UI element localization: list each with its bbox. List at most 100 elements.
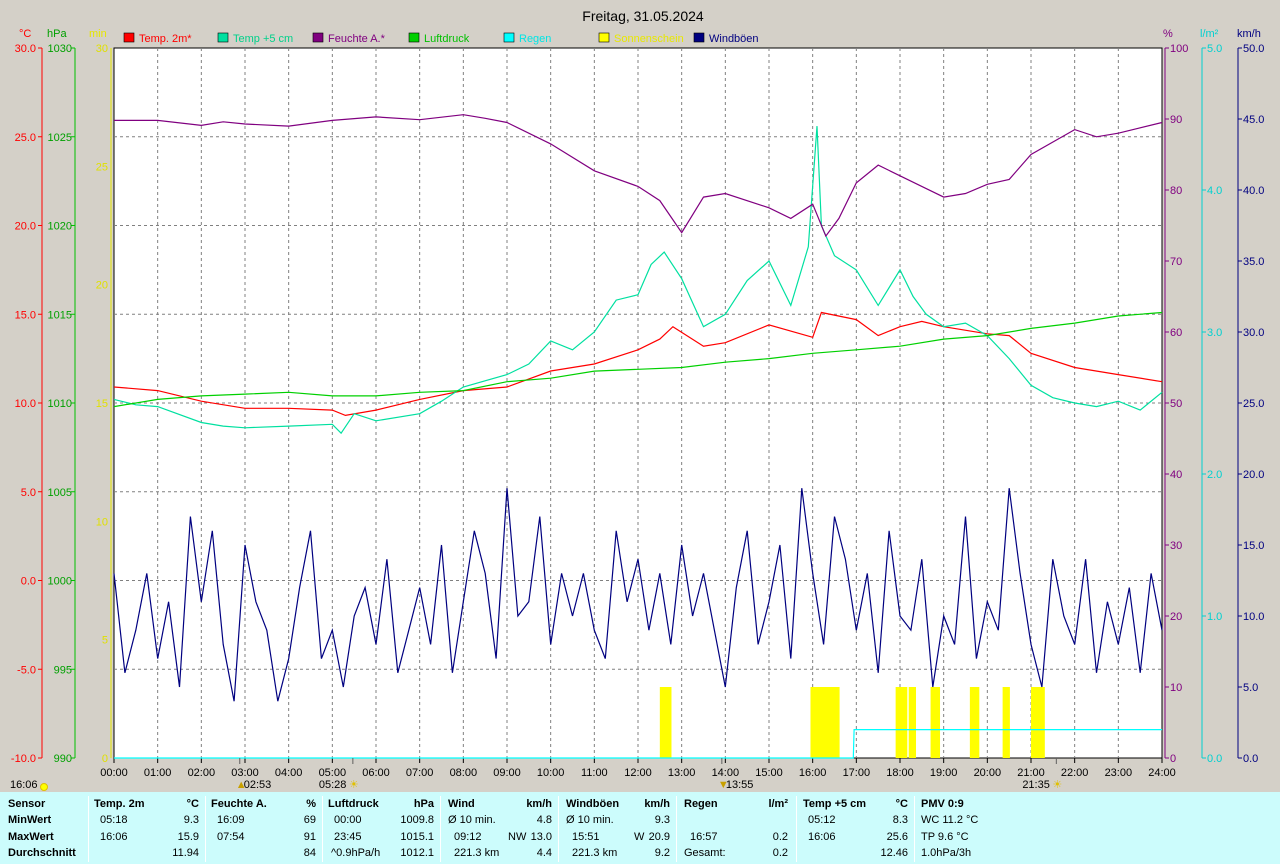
rain-tick-label: 3.0 — [1207, 327, 1222, 339]
x-tick-label: 10:00 — [537, 767, 565, 779]
marker-time-label: 13:55 — [726, 779, 754, 791]
stats-temp5cm-max-time: 16:06 — [808, 831, 836, 843]
stats-col-sensor: Sensor MinWert MaxWert Durchschnitt — [0, 792, 88, 864]
unit-wind: km/h — [1237, 28, 1261, 40]
stats-col-rain: Regen l/m² 16:57 0.2 Gesamt: 0.2 — [676, 792, 796, 864]
stats-rain-unit: l/m² — [768, 798, 788, 810]
stats-rain-total-label: Gesamt: — [684, 847, 726, 859]
sunshine-bar — [659, 687, 668, 758]
temp-tick-label: 5.0 — [21, 487, 36, 499]
wind-tick-label: 25.0 — [1243, 398, 1264, 410]
stats-temp5cm-min-time: 05:12 — [808, 814, 836, 826]
stats-wind-unit: km/h — [526, 798, 552, 810]
axis-unit-labels: °C hPa min% l/m² km/h — [19, 28, 1261, 40]
stats-pressure-max-val: 1015.1 — [400, 831, 434, 843]
marker-symbol: ☀ — [1052, 779, 1062, 791]
x-tick-label: 01:00 — [144, 767, 172, 779]
chart-title: Freitag, 31.05.2024 — [582, 8, 704, 24]
temp-tick-label: -10.0 — [11, 753, 36, 765]
stats-pmv-pressure-trend: 1.0hPa/3h — [921, 847, 972, 859]
humidity-tick-label: 100 — [1170, 43, 1188, 55]
stats-pressure-max-time: 23:45 — [334, 831, 362, 843]
sunshine-bar — [819, 687, 827, 758]
temp-tick-label: 25.0 — [15, 132, 36, 144]
x-tick-label: 16:00 — [799, 767, 827, 779]
stats-temp2m-min-val: 9.3 — [183, 814, 199, 826]
stats-gusts-max-val: 20.9 — [648, 831, 670, 843]
stats-wind-min-time: Ø 10 min. — [448, 814, 496, 826]
marker-time-label: 02:53 — [244, 779, 272, 791]
x-axis-ticks: 00:00 01:00 02:00 03:00 04:00 05:00 06:00 07:00… — [100, 758, 1176, 779]
stats-wind-max-dir: NW — [508, 831, 527, 843]
grid-lines — [114, 48, 1162, 758]
legend-swatch — [312, 32, 324, 43]
wind-tick-label: 0.0 — [1243, 753, 1258, 765]
stats-temp5cm-min-val: 8.3 — [892, 814, 908, 826]
wind-tick-label: 30.0 — [1243, 327, 1264, 339]
sunshine-bar — [832, 687, 840, 758]
stats-col-pmv: PMV 0:9 WC 11.2 °C TP 9.6 °C 1.0hPa/3h — [914, 792, 1034, 864]
stats-col-gusts: Windböen km/h Ø 10 min. 9.3 15:51 W 20.9… — [558, 792, 676, 864]
x-tick-label: 12:00 — [624, 767, 652, 779]
x-tick-label: 21:00 — [1017, 767, 1045, 779]
stats-col-pressure: Luftdruck hPa 00:00 1009.8 23:45 1015.1 … — [322, 792, 440, 864]
x-tick-label: 11:00 — [581, 767, 608, 779]
x-tick-label: 24:00 — [1148, 767, 1176, 779]
humidity-tick-label: 50 — [1170, 398, 1182, 410]
x-tick-label: 19:00 — [930, 767, 958, 779]
pressure-tick-label: 1010 — [48, 398, 72, 410]
rain-tick-label: 1.0 — [1207, 611, 1222, 623]
sunshine-bar — [908, 687, 917, 758]
unit-humidity: % — [1163, 28, 1173, 40]
stats-header-sensor: Sensor — [8, 798, 46, 810]
legend: Temp. 2m* Temp +5 cm Feuchte A.* Luftdruck R… — [123, 32, 759, 45]
humidity-tick-label: 40 — [1170, 469, 1182, 481]
legend-swatch — [408, 32, 420, 43]
wind-tick-label: 50.0 — [1243, 43, 1264, 55]
pressure-tick-label: 1015 — [48, 309, 72, 321]
stats-wind-max-time: 09:12 — [454, 831, 482, 843]
stats-gusts-max-time: 15:51 — [572, 831, 600, 843]
stats-row-avg: Durchschnitt — [8, 847, 76, 859]
stats-wind-header: Wind — [448, 798, 475, 810]
stats-rain-max-time: 16:57 — [690, 831, 718, 843]
marker-time-label: 21:35 — [1022, 779, 1050, 791]
unit-temp: °C — [19, 28, 31, 40]
x-tick-label: 05:00 — [319, 767, 347, 779]
stats-wind-min-val: 4.8 — [536, 814, 552, 826]
humidity-tick-label: 60 — [1170, 327, 1182, 339]
temp-tick-label: 0.0 — [21, 576, 36, 588]
stats-col-wind: Wind km/h Ø 10 min. 4.8 09:12 NW 13.0 22… — [440, 792, 558, 864]
stats-row-min: MinWert — [8, 814, 52, 826]
x-tick-label: 15:00 — [755, 767, 783, 779]
wind-tick-label: 10.0 — [1243, 611, 1264, 623]
stats-gusts-min-val: 9.3 — [654, 814, 670, 826]
stats-gusts-avg-val: 9.2 — [654, 847, 670, 859]
pressure-tick-label: 1000 — [48, 576, 72, 588]
weather-chart: Freitag, 31.05.2024 Temp. 2m* Temp +5 cm F… — [10, 8, 1265, 791]
stats-gusts-unit: km/h — [644, 798, 670, 810]
x-tick-label: 14:00 — [712, 767, 740, 779]
humidity-tick-label: 80 — [1170, 185, 1182, 197]
wind-tick-label: 40.0 — [1243, 185, 1264, 197]
legend-label: Temp +5 cm — [233, 33, 293, 45]
sunshine-bar — [823, 687, 831, 758]
stats-humidity-min-time: 16:09 — [217, 814, 245, 826]
data-lines — [113, 114, 1163, 759]
stats-pmv-header: PMV 0:9 — [921, 798, 964, 810]
marker-symbol: ▼ — [718, 779, 729, 791]
unit-pressure: hPa — [47, 28, 67, 40]
temp-tick-label: 10.0 — [15, 398, 36, 410]
humidity-tick-label: 90 — [1170, 114, 1182, 126]
sun-tick-label: 15 — [96, 398, 108, 410]
sunshine-bar — [1037, 687, 1045, 758]
sunshine-bar — [972, 687, 980, 758]
stats-wind-max-val: 13.0 — [530, 831, 552, 843]
rain-tick-label: 0.0 — [1207, 753, 1222, 765]
series-line-0 — [113, 311, 1163, 417]
pressure-tick-label: 1030 — [48, 43, 72, 55]
x-tick-label: 08:00 — [450, 767, 478, 779]
x-tick-label: 20:00 — [974, 767, 1002, 779]
stats-temp2m-avg-val: 11.94 — [172, 847, 199, 859]
